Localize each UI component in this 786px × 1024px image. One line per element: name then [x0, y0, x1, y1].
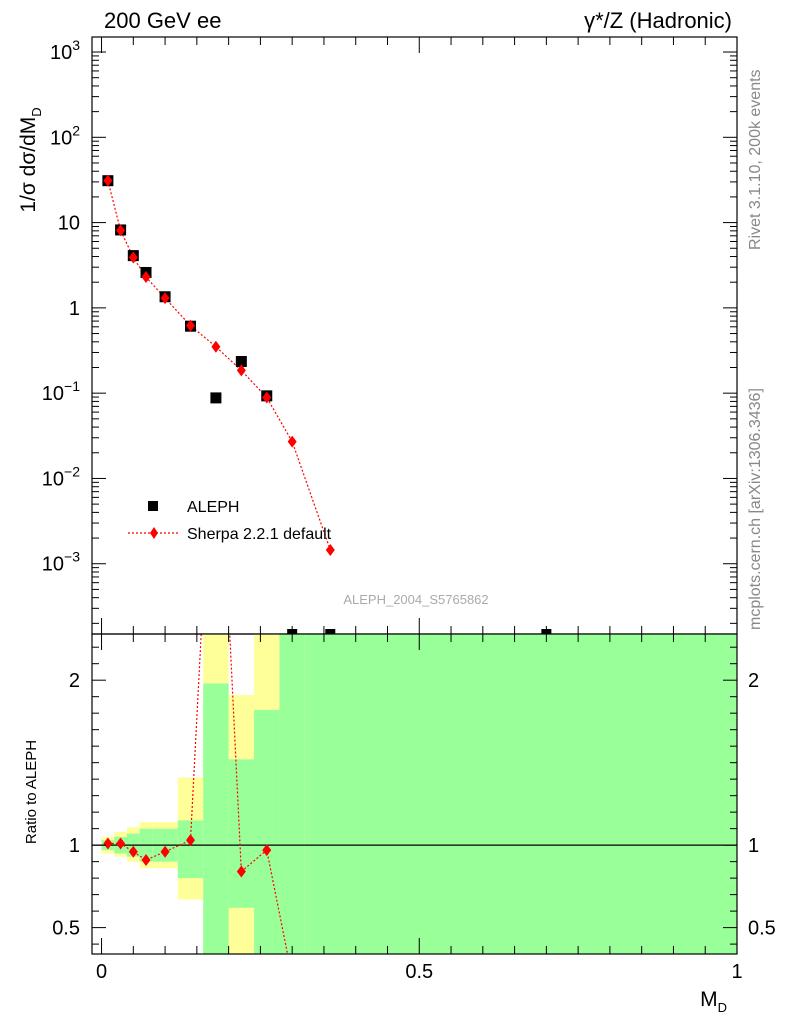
mc-ratio-point — [141, 853, 151, 866]
legend-label-aleph: ALEPH — [187, 499, 239, 516]
legend: ALEPH Sherpa 2.2.1 default — [128, 499, 332, 543]
mc-ratio-point — [262, 844, 272, 857]
y-tick-label: 10 — [58, 213, 80, 235]
header-process-label: γ*/Z (Hadronic) — [584, 8, 732, 33]
svg-text:1/σ dσ/dMD: 1/σ dσ/dMD — [17, 107, 44, 212]
ratio-y-tick-label: 0.5 — [52, 918, 80, 940]
header-energy-label: 200 GeV ee — [104, 8, 221, 33]
svg-text:MD: MD — [700, 988, 727, 1015]
data-point-aleph — [210, 392, 222, 404]
mc-point-sherpa — [325, 543, 335, 556]
analysis-id-label: ALEPH_2004_S5765862 — [343, 592, 488, 607]
legend-marker-aleph — [148, 501, 158, 511]
mc-ratio-point — [116, 837, 126, 850]
mc-ratio-line — [107, 634, 289, 954]
ratio-y-tick-label-right: 2 — [748, 670, 759, 692]
uncertainty-band-inner — [304, 634, 737, 954]
ratio-frame — [91, 633, 738, 955]
y-tick-label: 102 — [50, 122, 80, 149]
rivet-version-label: Rivet 3.1.10, 200k events — [747, 69, 764, 250]
mc-ratio-point — [103, 837, 113, 850]
y-tick-label: 10−1 — [42, 378, 80, 405]
y-tick-label: 103 — [50, 37, 80, 64]
mc-point-sherpa — [141, 271, 151, 284]
y-tick-label: 1 — [69, 298, 80, 320]
x-tick-label: 0 — [96, 961, 107, 983]
x-tick-label: 0.5 — [405, 961, 433, 983]
ratio-y-axis-label: Ratio to ALEPH — [23, 740, 40, 844]
mc-point-sherpa — [160, 292, 170, 305]
uncertainty-band-inner — [177, 820, 204, 879]
ratio-y-tick-label: 2 — [69, 670, 80, 692]
mc-point-sherpa — [262, 391, 272, 404]
mc-point-sherpa — [211, 340, 221, 353]
y-tick-label: 10−3 — [42, 549, 80, 576]
data-point-aleph — [235, 356, 247, 368]
mc-ratio-point — [160, 845, 170, 858]
offscale-marker — [325, 629, 336, 634]
ratio-panel: 0 0.5 1 0.5 0.5 1 1 2 2 Ratio to ALEPH MD — [23, 633, 776, 1015]
mc-line — [107, 180, 331, 551]
uncertainty-band-inner — [203, 683, 229, 954]
x-tick-label: 1 — [731, 961, 742, 983]
mc-ratio-point — [128, 845, 138, 858]
ratio-y-tick-label: 1 — [69, 835, 80, 857]
mc-point-sherpa — [116, 224, 126, 237]
mc-ratio-point — [185, 834, 195, 847]
uncertainty-band-inner — [254, 709, 280, 954]
uncertainty-band-outer — [228, 907, 255, 954]
uncertainty-band-inner — [279, 634, 305, 954]
legend-marker-sherpa — [150, 527, 158, 539]
ratio-y-tick-label-right: 0.5 — [748, 918, 776, 940]
mc-point-sherpa — [128, 251, 138, 264]
mc-point-sherpa — [287, 435, 297, 448]
mc-point-sherpa — [185, 319, 195, 332]
mc-point-sherpa — [236, 364, 246, 377]
main-y-axis-label: 1/σ dσ/dMD — [17, 107, 44, 212]
mcplots-reference-label: mcplots.cern.ch [arXiv:1306.3436] — [747, 388, 764, 630]
y-tick-label: 10−2 — [42, 463, 80, 490]
main-frame — [91, 36, 738, 635]
mc-ratio-point — [236, 865, 246, 878]
mc-point-sherpa — [103, 174, 113, 187]
legend-label-sherpa: Sherpa 2.2.1 default — [187, 526, 332, 543]
x-axis-label: MD — [700, 988, 727, 1015]
ratio-y-tick-label-right: 1 — [748, 835, 759, 857]
